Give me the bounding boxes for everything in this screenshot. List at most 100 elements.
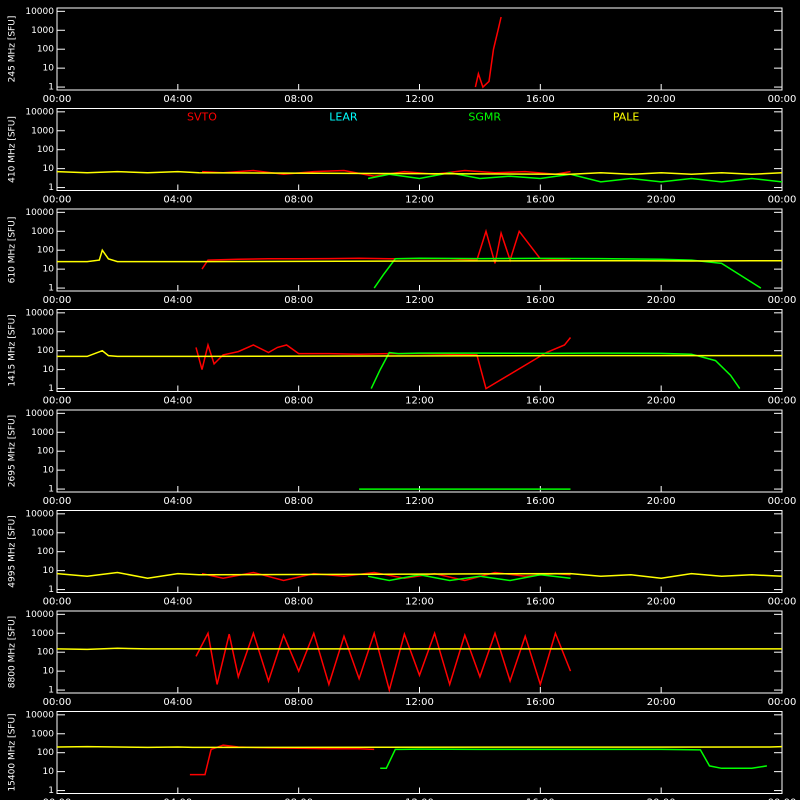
series-line <box>56 745 783 749</box>
y-tick-label: 1000 <box>31 227 54 237</box>
y-axis-label: 610 MHz [SFU] <box>8 217 18 284</box>
x-tick-label: 04:00 <box>163 597 192 608</box>
x-tick-label: 08:00 <box>284 195 313 206</box>
x-tick-label: 00:00 <box>43 94 72 105</box>
series-line <box>373 257 762 289</box>
series-line <box>201 228 571 270</box>
y-tick-label: 1 <box>48 585 54 595</box>
series-line <box>474 16 502 89</box>
x-tick-label: 00:00 <box>768 396 797 407</box>
y-tick-label: 10000 <box>25 610 54 620</box>
series-line <box>56 571 783 579</box>
x-tick-label: 00:00 <box>768 798 797 800</box>
x-tick-label: 12:00 <box>405 195 434 206</box>
y-tick-label: 10 <box>43 265 55 275</box>
plot-frame <box>56 711 783 794</box>
x-tick-label: 20:00 <box>647 396 676 407</box>
x-tick-label: 00:00 <box>43 697 72 708</box>
x-tick-label: 16:00 <box>526 195 555 206</box>
x-tick-label: 12:00 <box>405 396 434 407</box>
x-tick-label: 16:00 <box>526 396 555 407</box>
x-tick-label: 04:00 <box>163 94 192 105</box>
y-tick-label: 1000 <box>31 327 54 337</box>
x-tick-label: 12:00 <box>405 697 434 708</box>
legend-entry: SGMR <box>468 111 501 124</box>
y-tick-label: 100 <box>37 447 54 457</box>
x-tick-label: 08:00 <box>284 295 313 306</box>
x-tick-label: 08:00 <box>284 94 313 105</box>
series-line <box>367 574 571 582</box>
series-line <box>370 351 741 390</box>
x-tick-label: 00:00 <box>43 798 72 800</box>
y-tick-label: 1 <box>48 485 54 495</box>
y-tick-label: 10 <box>43 767 55 777</box>
y-tick-label: 1 <box>48 183 54 193</box>
x-tick-label: 04:00 <box>163 195 192 206</box>
x-tick-label: 16:00 <box>526 295 555 306</box>
y-tick-label: 100 <box>37 346 54 356</box>
y-tick-label: 10000 <box>25 710 54 720</box>
plot-frame <box>56 510 783 593</box>
y-axis-label: 2695 MHz [SFU] <box>8 415 18 487</box>
y-tick-label: 1 <box>48 786 54 796</box>
y-tick-label: 10 <box>43 64 55 74</box>
y-axis-label: 4995 MHz [SFU] <box>8 515 18 587</box>
x-tick-label: 20:00 <box>647 496 676 507</box>
y-tick-label: 10 <box>43 466 55 476</box>
y-tick-label: 100 <box>37 246 54 256</box>
y-tick-label: 10 <box>43 164 55 174</box>
y-tick-label: 1000 <box>31 26 54 36</box>
x-tick-label: 20:00 <box>647 597 676 608</box>
x-tick-label: 00:00 <box>768 496 797 507</box>
y-axis-label: 410 MHz [SFU] <box>8 116 18 183</box>
x-tick-label: 08:00 <box>284 597 313 608</box>
y-tick-label: 1 <box>48 384 54 394</box>
series-line <box>201 571 571 582</box>
plot-frame <box>56 7 783 91</box>
x-tick-label: 00:00 <box>768 195 797 206</box>
x-tick-label: 20:00 <box>647 697 676 708</box>
y-tick-label: 10000 <box>25 509 54 519</box>
x-tick-label: 04:00 <box>163 295 192 306</box>
x-tick-label: 20:00 <box>647 295 676 306</box>
y-tick-label: 100 <box>37 145 54 155</box>
series-line <box>57 349 782 358</box>
y-axis-label: 1415 MHz [SFU] <box>8 314 18 386</box>
plot-frame <box>56 208 783 292</box>
x-tick-label: 00:00 <box>768 697 797 708</box>
series-line <box>56 647 782 651</box>
y-tick-label: 100 <box>37 45 54 55</box>
x-tick-label: 00:00 <box>43 496 72 507</box>
y-tick-label: 10000 <box>25 409 54 419</box>
legend-entry: PALE <box>613 111 640 124</box>
x-tick-label: 12:00 <box>405 597 434 608</box>
y-tick-label: 100 <box>37 547 54 557</box>
y-axis-label: 245 MHz [SFU] <box>8 16 18 83</box>
x-tick-label: 16:00 <box>526 597 555 608</box>
legend-entry: SVTO <box>187 111 217 124</box>
y-axis-label: 8800 MHz [SFU] <box>8 616 18 688</box>
x-tick-label: 04:00 <box>163 496 192 507</box>
series-line <box>57 248 782 263</box>
x-tick-label: 00:00 <box>768 597 797 608</box>
series-line <box>189 744 375 776</box>
x-tick-label: 00:00 <box>43 195 72 206</box>
y-tick-label: 1000 <box>31 528 54 538</box>
x-tick-label: 08:00 <box>284 697 313 708</box>
x-tick-label: 12:00 <box>405 94 434 105</box>
x-tick-label: 20:00 <box>647 798 676 800</box>
plot-frame <box>56 309 783 392</box>
x-tick-label: 08:00 <box>284 396 313 407</box>
y-tick-label: 1 <box>48 284 54 294</box>
x-tick-label: 00:00 <box>43 396 72 407</box>
y-tick-label: 10000 <box>25 7 54 17</box>
x-tick-label: 04:00 <box>163 396 192 407</box>
y-tick-label: 1000 <box>31 729 54 739</box>
y-tick-label: 1 <box>48 686 54 696</box>
x-tick-label: 00:00 <box>768 295 797 306</box>
y-tick-label: 1 <box>48 83 54 93</box>
x-tick-label: 08:00 <box>284 496 313 507</box>
y-tick-label: 10 <box>43 365 55 375</box>
